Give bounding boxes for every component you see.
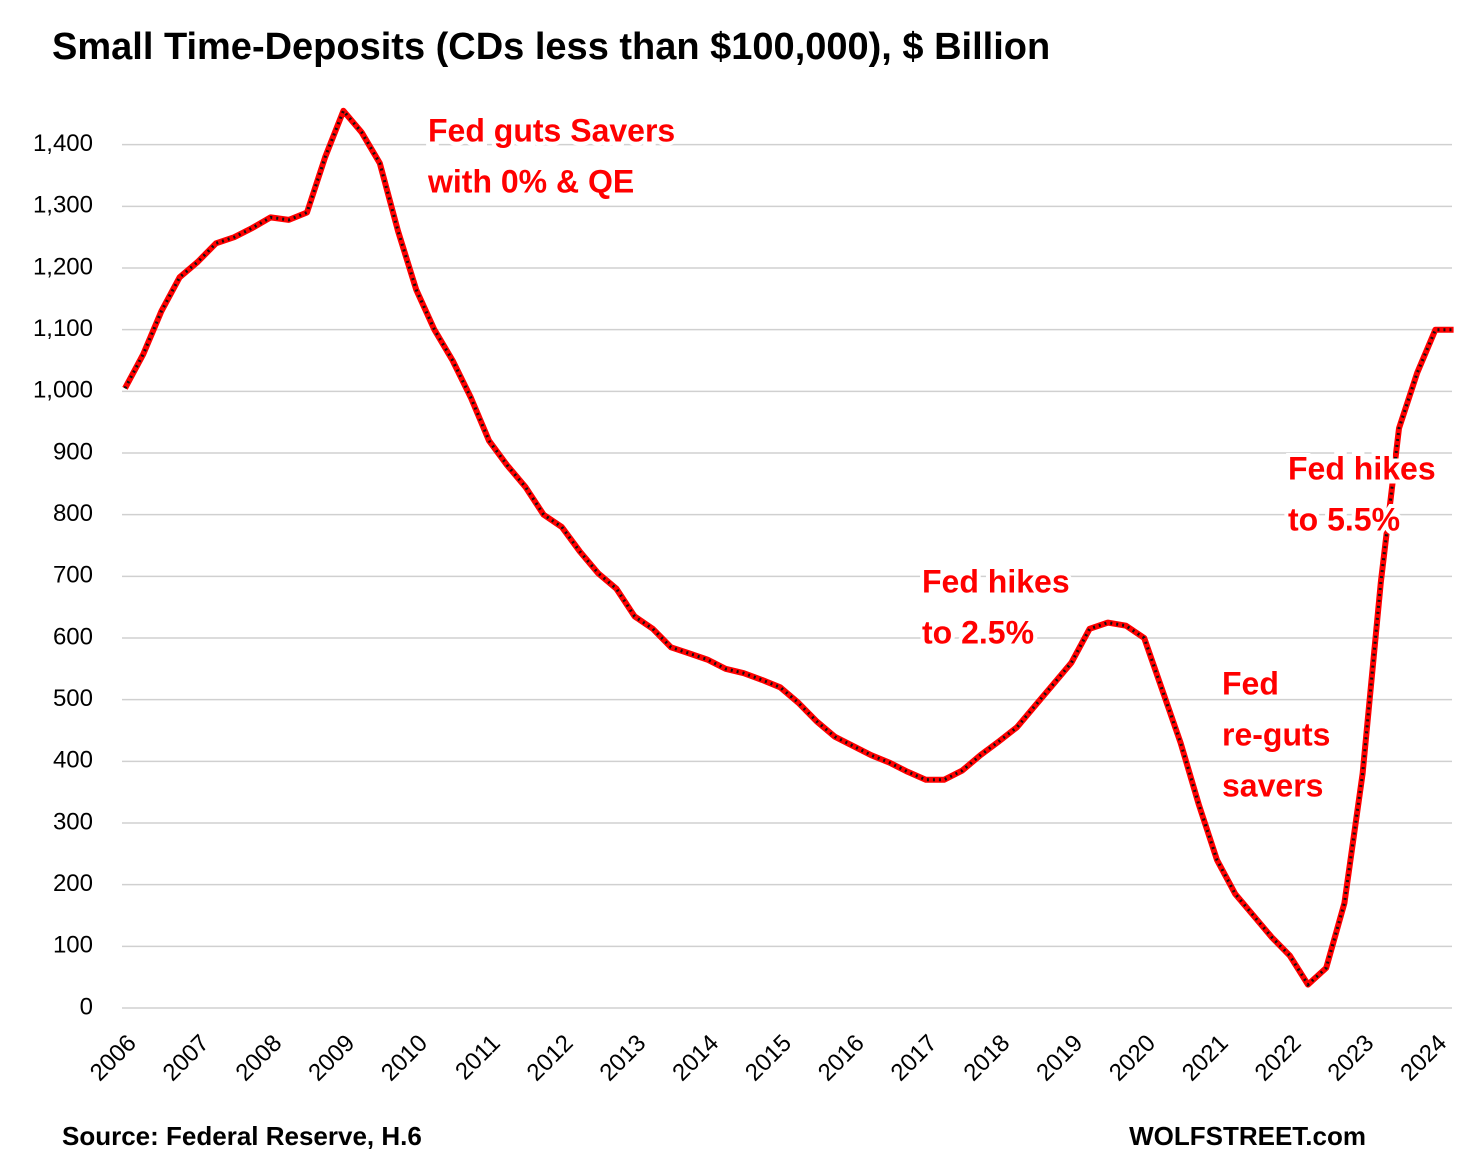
x-tick-label: 2006 [85, 1030, 142, 1087]
y-tick-label: 300 [53, 808, 93, 835]
x-tick-label: 2010 [376, 1030, 433, 1087]
y-tick-label: 0 [80, 993, 93, 1020]
x-tick-label: 2014 [667, 1030, 724, 1087]
annotation: re-guts [1222, 716, 1330, 752]
annotation: to 2.5% [922, 614, 1034, 650]
x-tick-label: 2019 [1031, 1030, 1088, 1087]
x-tick-label: 2023 [1322, 1030, 1379, 1087]
data-line [122, 107, 1454, 988]
x-tick-label: 2011 [450, 1030, 506, 1086]
y-tick-label: 200 [53, 870, 93, 897]
y-tick-label: 1,000 [33, 377, 93, 404]
chart-title: Small Time-Deposits (CDs less than $100,… [52, 26, 1050, 68]
annotation: to 5.5% [1288, 501, 1400, 537]
x-tick-label: 2018 [958, 1030, 1015, 1087]
y-tick-label: 800 [53, 500, 93, 527]
annotation: Fed hikes [922, 563, 1070, 599]
x-tick-label: 2013 [594, 1030, 651, 1087]
y-tick-label: 1,200 [33, 253, 93, 280]
y-tick-label: 500 [53, 685, 93, 712]
annotation: savers [1222, 767, 1323, 803]
data-line-dots [123, 107, 1454, 987]
x-tick-label: 2016 [813, 1030, 870, 1087]
x-tick-label: 2022 [1250, 1030, 1307, 1087]
x-tick-label: 2017 [886, 1030, 943, 1087]
annotation: Fed [1222, 665, 1279, 701]
x-tick-label: 2012 [522, 1030, 579, 1087]
credit: WOLFSTREET.com [1129, 1121, 1366, 1151]
y-tick-label: 900 [53, 438, 93, 465]
y-tick-label: 1,300 [33, 192, 93, 219]
y-tick-label: 700 [53, 562, 93, 589]
x-tick-label: 2007 [158, 1030, 215, 1087]
annotation: Fed hikes [1288, 450, 1436, 486]
x-tick-label: 2024 [1395, 1030, 1452, 1087]
x-tick-label: 2015 [740, 1030, 797, 1087]
y-tick-label: 400 [53, 747, 93, 774]
y-tick-label: 600 [53, 623, 93, 650]
y-tick-label: 1,100 [33, 315, 93, 342]
x-tick-label: 2021 [1177, 1030, 1234, 1087]
x-tick-label: 2008 [230, 1030, 287, 1087]
annotation: Fed guts Savers [428, 112, 675, 148]
source: Source: Federal Reserve, H.6 [62, 1121, 422, 1151]
x-tick-label: 2009 [303, 1030, 360, 1087]
y-tick-label: 1,400 [33, 130, 93, 157]
annotation: with 0% & QE [427, 163, 634, 199]
y-tick-label: 100 [53, 932, 93, 959]
x-tick-label: 2020 [1104, 1030, 1161, 1087]
